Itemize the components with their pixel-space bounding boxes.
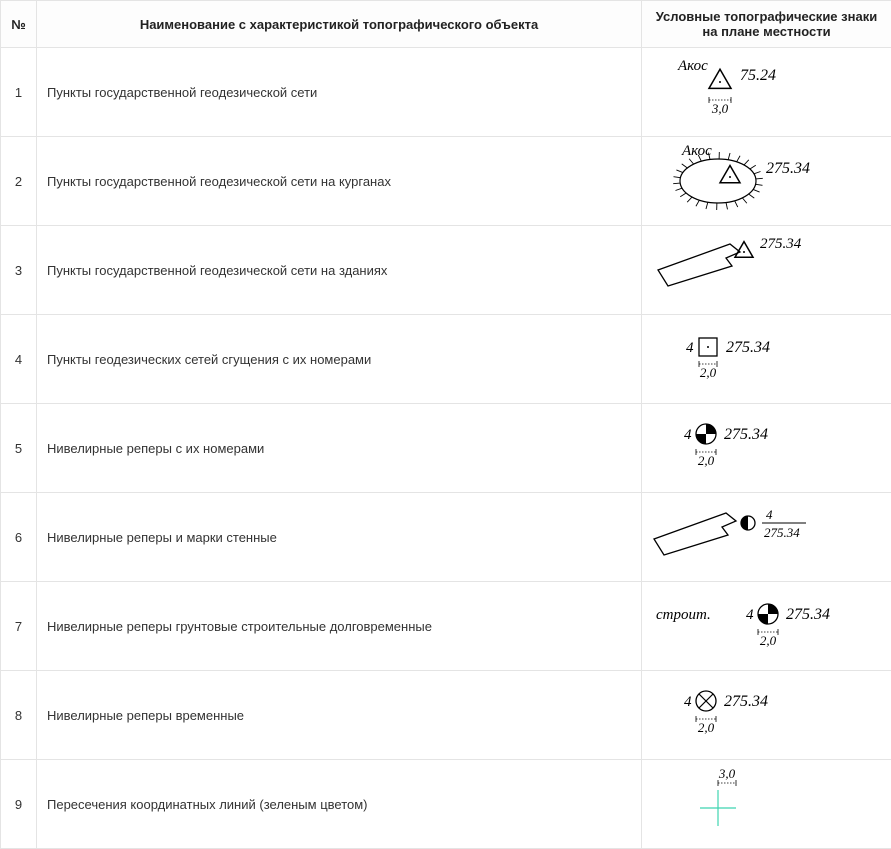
- table-row: 2 Пункты государственной геодезической с…: [1, 137, 891, 226]
- svg-text:строит.: строит.: [656, 607, 711, 623]
- header-row: № Наименование с характеристикой топогра…: [1, 1, 891, 48]
- table-row: 1 Пункты государственной геодезической с…: [1, 48, 891, 137]
- topographic-symbols-table: № Наименование с характеристикой топогра…: [0, 0, 891, 849]
- row-symbol: 4 275.34 2,0: [642, 315, 891, 404]
- symbol-geodetic-building-icon: 275.34: [648, 230, 885, 310]
- row-symbol: 4 275.34: [642, 493, 891, 582]
- symbol-thickening-icon: 4 275.34 2,0: [648, 319, 885, 399]
- table-row: 9 Пересечения координатных линий (зелены…: [1, 760, 891, 849]
- row-num: 3: [1, 226, 37, 315]
- svg-text:75.24: 75.24: [740, 67, 776, 84]
- svg-text:Акос: Акос: [681, 143, 712, 159]
- header-name: Наименование с характеристикой топографи…: [37, 1, 642, 48]
- row-num: 6: [1, 493, 37, 582]
- table-row: 8 Нивелирные реперы временные 4 275.34 2,…: [1, 671, 891, 760]
- row-name: Нивелирные реперы с их номерами: [37, 404, 642, 493]
- symbol-geodetic-kurgan-icon: Акос 275.34: [648, 141, 885, 221]
- row-name: Пункты государственной геодезической сет…: [37, 48, 642, 137]
- symbol-temporary-benchmark-icon: 4 275.34 2,0: [648, 675, 885, 755]
- row-name: Нивелирные реперы временные: [37, 671, 642, 760]
- row-symbol: 4 275.34 2,0: [642, 671, 891, 760]
- svg-text:2,0: 2,0: [700, 365, 717, 380]
- row-num: 8: [1, 671, 37, 760]
- svg-text:Акос: Акос: [677, 58, 708, 74]
- svg-text:4: 4: [684, 694, 692, 710]
- row-name: Пересечения координатных линий (зеленым …: [37, 760, 642, 849]
- svg-text:275.34: 275.34: [724, 693, 768, 710]
- row-name: Пункты геодезических сетей сгущения с их…: [37, 315, 642, 404]
- svg-text:2,0: 2,0: [698, 453, 715, 468]
- svg-text:3,0: 3,0: [711, 101, 729, 116]
- row-num: 5: [1, 404, 37, 493]
- table-row: 3 Пункты государственной геодезической с…: [1, 226, 891, 315]
- symbol-construction-benchmark-icon: строит. 4 275.34 2,0: [648, 586, 885, 666]
- symbol-geodetic-icon: Акос 75.24 3,0: [648, 52, 885, 132]
- row-num: 7: [1, 582, 37, 671]
- row-name: Пункты государственной геодезической сет…: [37, 137, 642, 226]
- row-symbol: Акос 75.24 3,0: [642, 48, 891, 137]
- row-name: Нивелирные реперы и марки стенные: [37, 493, 642, 582]
- header-sym: Условные топографические знаки на плане …: [642, 1, 891, 48]
- row-symbol: 275.34: [642, 226, 891, 315]
- table-row: 6 Нивелирные реперы и марки стенные 4 275…: [1, 493, 891, 582]
- symbol-benchmark-icon: 4 275.34 2,0: [648, 408, 885, 488]
- row-num: 9: [1, 760, 37, 849]
- symbol-wall-benchmark-icon: 4 275.34: [648, 497, 885, 577]
- row-symbol: Акос 275.34: [642, 137, 891, 226]
- svg-text:3,0: 3,0: [718, 766, 736, 781]
- svg-text:275.34: 275.34: [726, 339, 770, 356]
- table-row: 4 Пункты геодезических сетей сгущения с …: [1, 315, 891, 404]
- row-symbol: 4 275.34 2,0: [642, 404, 891, 493]
- row-name: Пункты государственной геодезической сет…: [37, 226, 642, 315]
- header-num: №: [1, 1, 37, 48]
- table-row: 7 Нивелирные реперы грунтовые строительн…: [1, 582, 891, 671]
- row-num: 1: [1, 48, 37, 137]
- row-num: 2: [1, 137, 37, 226]
- table-row: 5 Нивелирные реперы с их номерами 4 275.3…: [1, 404, 891, 493]
- svg-text:2,0: 2,0: [698, 720, 715, 735]
- row-num: 4: [1, 315, 37, 404]
- svg-text:275.34: 275.34: [760, 236, 802, 252]
- svg-text:275.34: 275.34: [764, 525, 800, 540]
- svg-text:4: 4: [686, 340, 694, 356]
- svg-text:4: 4: [684, 427, 692, 443]
- svg-text:4: 4: [746, 607, 754, 623]
- svg-text:275.34: 275.34: [724, 426, 768, 443]
- row-symbol: 3,0: [642, 760, 891, 849]
- row-name: Нивелирные реперы грунтовые строительные…: [37, 582, 642, 671]
- svg-text:4: 4: [766, 507, 773, 522]
- row-symbol: строит. 4 275.34 2,0: [642, 582, 891, 671]
- svg-text:275.34: 275.34: [766, 160, 810, 177]
- svg-text:2,0: 2,0: [760, 633, 777, 648]
- symbol-coord-cross-icon: 3,0: [648, 764, 885, 844]
- svg-text:275.34: 275.34: [786, 606, 830, 623]
